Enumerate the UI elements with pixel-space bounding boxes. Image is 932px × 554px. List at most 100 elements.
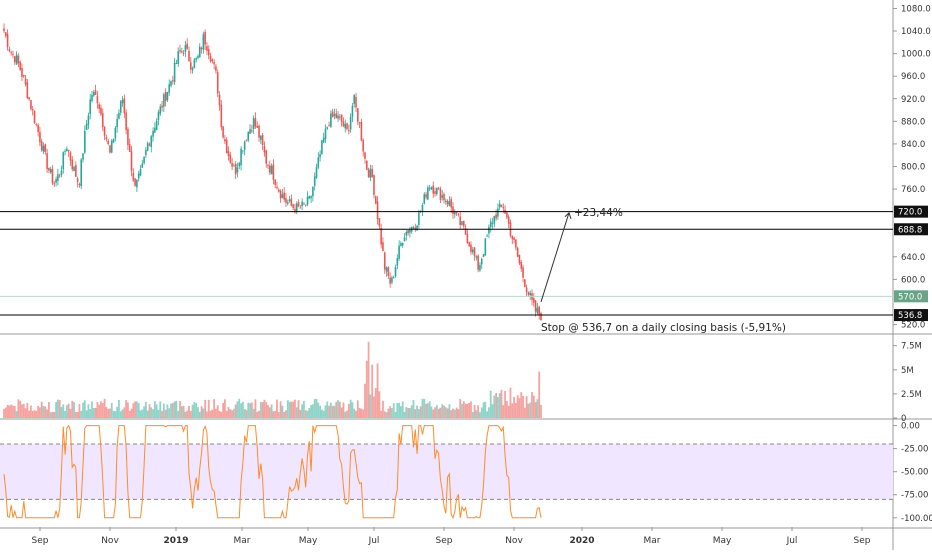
candle-body (188, 50, 190, 62)
candle-body (459, 216, 461, 226)
candle-body (416, 225, 418, 231)
volume-bar (450, 410, 453, 418)
price-axis-label: 800.0 (901, 163, 925, 173)
candle-body (33, 110, 36, 124)
candle-body (119, 101, 122, 113)
candle-body (76, 178, 79, 182)
candle-body (288, 199, 291, 202)
candle-body (301, 201, 303, 207)
candle-body (57, 174, 59, 181)
volume-bar (49, 412, 52, 418)
volume-bar (39, 407, 41, 418)
volume-bar (166, 404, 169, 418)
volume-bar (206, 411, 208, 418)
volume-bar (358, 408, 361, 418)
volume-bar (408, 408, 411, 418)
volume-bar (297, 400, 300, 418)
candle-body (200, 48, 203, 50)
candle-body (17, 55, 20, 64)
volume-bar (479, 412, 481, 418)
candle-body (461, 221, 463, 225)
candle-body (365, 160, 368, 170)
volume-bar (425, 403, 427, 418)
volume-bar (380, 410, 383, 418)
candle-body (13, 56, 16, 63)
volume-bar (313, 399, 316, 418)
volume-bar (234, 404, 237, 418)
volume-bar (103, 398, 106, 418)
volume-bar (504, 390, 506, 418)
volume-bar (353, 408, 356, 418)
volume-bar (299, 409, 302, 418)
candle-body (389, 277, 391, 284)
volume-axis-label: 0 (901, 414, 906, 424)
volume-bar (240, 403, 242, 418)
volume-bar (294, 399, 296, 418)
volume-bar (335, 401, 338, 418)
volume-bar (143, 406, 145, 418)
volume-bar (179, 401, 181, 418)
candle-body (401, 242, 404, 246)
candle-body (233, 165, 235, 167)
volume-bar (118, 399, 120, 418)
volume-bar (396, 403, 399, 418)
volume-bar (28, 410, 31, 418)
volume-bar (211, 409, 214, 418)
candle-body (382, 242, 384, 252)
candle-body (218, 94, 221, 106)
candle-body (215, 66, 217, 71)
candle-body (446, 200, 449, 205)
candle-body (8, 49, 11, 52)
candle-body (6, 33, 9, 48)
candle-body (243, 141, 246, 150)
volume-bar (513, 396, 515, 418)
volume-bar (236, 401, 239, 418)
volume-bar (426, 403, 429, 418)
candle-body (128, 144, 131, 152)
volume-bar (376, 363, 379, 418)
volume-bar (351, 402, 354, 418)
volume-bar (482, 402, 485, 418)
price-axis-label: 960.0 (901, 72, 925, 82)
candle-body (313, 176, 316, 186)
candle-body (319, 154, 321, 158)
candle-body (437, 187, 440, 189)
volume-bar (107, 408, 110, 418)
volume-bar (394, 411, 397, 418)
candle-body (182, 52, 185, 54)
volume-bar (283, 411, 286, 418)
candle-body (155, 120, 158, 130)
candle-body (189, 62, 192, 70)
candle-body (502, 207, 505, 209)
candle-body (240, 148, 242, 166)
candle-body (430, 187, 433, 190)
candle-body (385, 267, 388, 272)
volume-bar (322, 410, 325, 418)
candle-body (71, 159, 74, 170)
x-axis-label: Mar (234, 536, 251, 546)
volume-bar (168, 408, 171, 418)
candle-body (335, 113, 338, 119)
price-axis-label: 920.0 (901, 95, 925, 105)
volume-bar (471, 411, 474, 418)
candle-body (427, 187, 429, 200)
volume-bar (10, 404, 13, 418)
candle-body (272, 164, 275, 180)
candle-body (227, 151, 230, 156)
candle-body (269, 165, 271, 173)
x-axis-label: May (299, 536, 318, 546)
candle-body (403, 237, 406, 242)
volume-bar (60, 407, 63, 418)
volume-bar (444, 407, 447, 418)
volume-bar (532, 395, 535, 418)
candle-body (3, 28, 5, 32)
volume-bar (19, 400, 22, 418)
candle-body (136, 179, 138, 188)
candle-body (252, 118, 255, 130)
candle-body (534, 300, 537, 312)
candle-body (48, 167, 50, 171)
candle-body (216, 72, 219, 94)
volume-bar (428, 401, 431, 418)
x-axis-label: Mar (644, 536, 661, 546)
